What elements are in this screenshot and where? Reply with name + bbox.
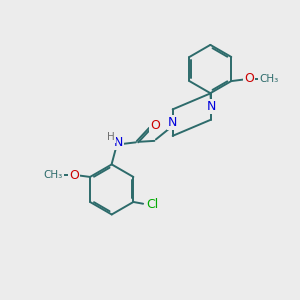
- Text: CH₃: CH₃: [44, 170, 63, 181]
- Text: CH₃: CH₃: [259, 74, 278, 84]
- Text: O: O: [69, 169, 79, 182]
- Text: N: N: [114, 136, 123, 149]
- Text: O: O: [244, 72, 254, 85]
- Text: N: N: [168, 116, 177, 129]
- Text: H: H: [107, 132, 115, 142]
- Text: N: N: [206, 100, 216, 113]
- Text: Cl: Cl: [146, 198, 159, 211]
- Text: O: O: [150, 119, 160, 132]
